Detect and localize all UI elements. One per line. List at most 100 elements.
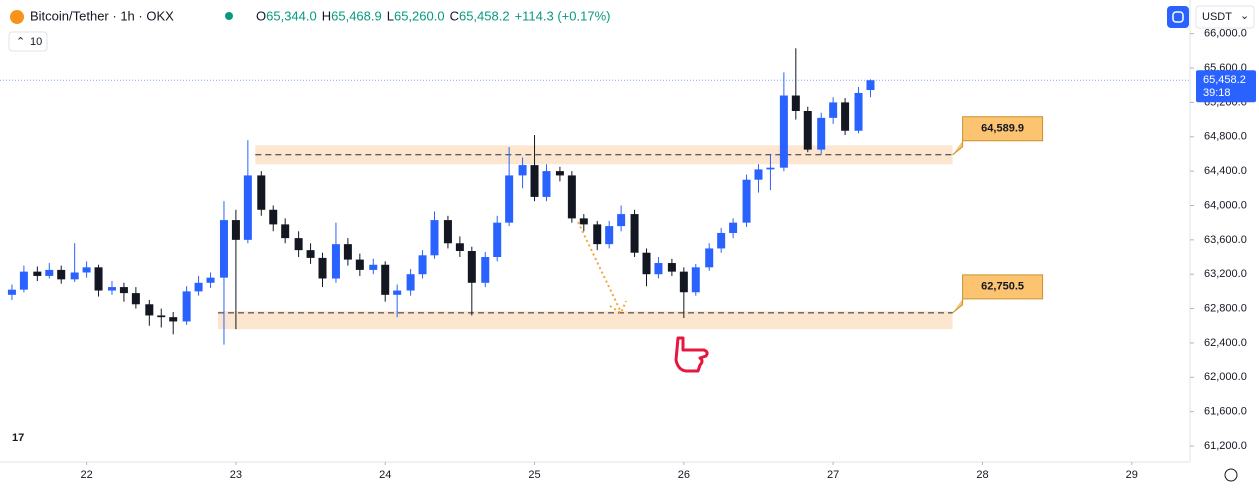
body xyxy=(493,222,502,258)
body xyxy=(630,214,639,253)
body xyxy=(817,117,826,150)
sync-button[interactable] xyxy=(1167,6,1189,28)
body xyxy=(331,244,340,279)
body xyxy=(343,244,352,260)
body xyxy=(717,232,726,249)
body xyxy=(854,92,863,131)
body xyxy=(94,267,103,291)
body xyxy=(518,165,527,176)
y-tick-label: 61,600.0 xyxy=(1204,406,1247,418)
arrow-head xyxy=(609,300,627,315)
y-tick-label: 62,800.0 xyxy=(1204,302,1247,314)
y-tick-label: 64,000.0 xyxy=(1204,199,1247,211)
indicators-button[interactable] xyxy=(8,31,48,52)
label-box xyxy=(952,116,1044,156)
body xyxy=(803,110,812,150)
ohlc-value: 65,468.9 xyxy=(331,8,382,23)
arrow xyxy=(577,221,621,311)
currency: USDT xyxy=(1202,11,1232,23)
body xyxy=(679,271,688,293)
countdown: 39:18 xyxy=(1203,87,1231,99)
body xyxy=(33,271,42,276)
body xyxy=(779,95,788,168)
ohlc-value: 65,260.0 xyxy=(394,8,445,23)
body xyxy=(555,171,564,176)
y-tick-label: 66,000.0 xyxy=(1204,28,1247,40)
y-tick-label: 64,400.0 xyxy=(1204,165,1247,177)
indicator-count: 10 xyxy=(30,36,42,48)
sync-icon xyxy=(1172,11,1184,23)
body xyxy=(418,255,427,275)
currency-button[interactable] xyxy=(1195,5,1255,29)
body xyxy=(19,271,28,290)
body xyxy=(593,224,602,245)
ohlc-label: H xyxy=(322,8,331,23)
price-tag xyxy=(1196,70,1256,103)
body xyxy=(841,102,850,131)
body xyxy=(182,291,191,322)
body xyxy=(231,220,240,240)
body xyxy=(393,290,402,295)
body xyxy=(294,238,303,251)
x-tick-label: 24 xyxy=(379,469,391,481)
y-tick-label: 62,400.0 xyxy=(1204,337,1247,349)
body xyxy=(306,250,315,258)
x-tick-label: 26 xyxy=(678,469,690,481)
y-tick-label: 62,000.0 xyxy=(1204,371,1247,383)
body xyxy=(729,222,738,233)
body xyxy=(7,289,16,295)
y-tick-label: 64,800.0 xyxy=(1204,131,1247,143)
settings-icon[interactable] xyxy=(1224,468,1238,482)
body xyxy=(654,263,663,275)
body xyxy=(57,269,66,280)
body xyxy=(169,317,178,322)
body xyxy=(742,179,751,223)
body xyxy=(829,102,838,118)
body xyxy=(579,218,588,225)
ohlc-label: C xyxy=(450,8,459,23)
body xyxy=(443,220,452,244)
body xyxy=(243,175,252,240)
body xyxy=(691,267,700,293)
currency-chevron: ⌄ xyxy=(1240,10,1249,22)
hand-icon xyxy=(674,336,709,373)
body xyxy=(754,169,763,180)
body xyxy=(542,171,551,197)
body xyxy=(705,248,714,268)
symbol-icon xyxy=(10,10,24,24)
status-dot xyxy=(225,12,233,20)
body xyxy=(866,80,875,91)
zone xyxy=(217,311,953,330)
body xyxy=(131,293,140,305)
body xyxy=(406,274,415,291)
ohlc: O 65,344.0 H 65,468.9 L 65,260.0 C 65,458.2 +114… xyxy=(256,8,610,23)
body xyxy=(194,282,203,292)
x-tick-label: 25 xyxy=(528,469,540,481)
body xyxy=(455,243,464,252)
level-label: 62,750.5 xyxy=(981,281,1024,293)
body xyxy=(617,214,626,227)
body xyxy=(257,175,266,210)
level-label: 64,589.9 xyxy=(981,123,1024,135)
body xyxy=(791,95,800,111)
indicator-chevron: ⌃ xyxy=(16,36,25,48)
body xyxy=(481,257,490,283)
body xyxy=(318,257,327,279)
body xyxy=(145,304,154,316)
ohlc-value: 65,458.2 xyxy=(459,8,510,23)
body xyxy=(206,277,215,283)
x-tick-label: 23 xyxy=(230,469,242,481)
body xyxy=(45,269,54,276)
body xyxy=(369,264,378,270)
body xyxy=(642,252,651,275)
x-tick-label: 28 xyxy=(976,469,988,481)
body xyxy=(667,263,676,272)
body xyxy=(766,167,775,170)
plot: 61,200.0 61,600.0 62,000.0 62,400.0 62,800.0… xyxy=(0,28,1256,481)
body xyxy=(119,287,128,294)
label-box xyxy=(952,274,1044,314)
body xyxy=(505,175,514,223)
body xyxy=(355,259,364,270)
body xyxy=(530,165,539,197)
body xyxy=(467,251,476,283)
